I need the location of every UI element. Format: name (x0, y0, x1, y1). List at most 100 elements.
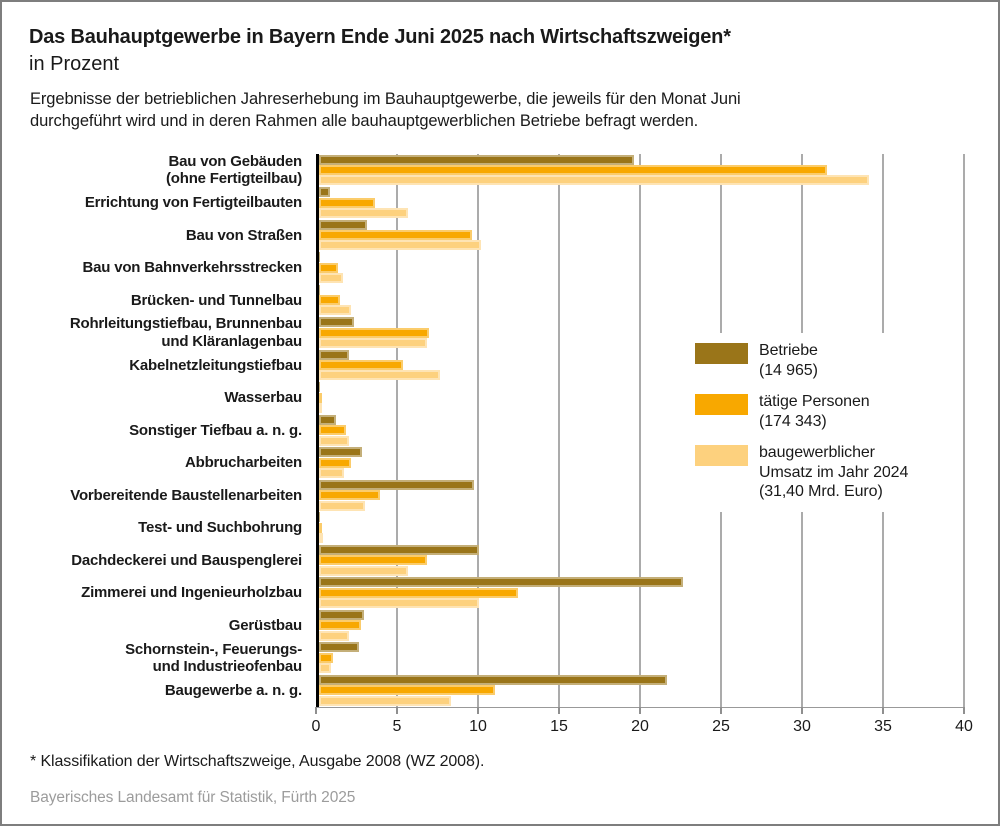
zero-axis-line (316, 154, 319, 707)
bar-betriebe (318, 609, 364, 620)
bar-t-tige-personen (318, 425, 347, 436)
bar-betriebe (318, 544, 479, 555)
bar-t-tige-personen (318, 490, 381, 501)
x-axis-tick-35 (882, 707, 884, 714)
bar-group (318, 187, 965, 220)
x-axis-label-5: 5 (392, 718, 402, 735)
x-axis-label-20: 20 (631, 718, 649, 735)
bar-baugewerblicher-umsatz-im-jahr-2024 (318, 663, 332, 674)
bar-group (318, 349, 965, 382)
x-axis-label-30: 30 (793, 718, 811, 735)
category-label: Schornstein-, Feuerungs- und Industrieof… (125, 640, 302, 676)
x-axis-label-25: 25 (712, 718, 730, 735)
x-axis-label-10: 10 (469, 718, 487, 735)
category-label: Test- und Suchbohrung (138, 519, 302, 537)
legend-entry: Betriebe (14 965) (695, 341, 939, 380)
x-axis-tick-20 (639, 707, 641, 714)
footnote: * Klassifikation der Wirtschaftszweige, … (30, 753, 485, 770)
legend-swatch (695, 394, 748, 415)
category-label: Brücken- und Tunnelbau (130, 291, 302, 309)
x-axis: 0 5 10 15 20 25 30 35 40 (2, 707, 998, 751)
bar-baugewerblicher-umsatz-im-jahr-2024 (318, 337, 428, 348)
category-label: Wasserbau (224, 389, 302, 407)
x-axis-tick-40 (963, 707, 965, 714)
x-axis-tick-25 (720, 707, 722, 714)
bar-group (318, 252, 965, 285)
page-subtitle: in Prozent (29, 53, 120, 75)
gridline-20 (639, 154, 641, 707)
x-axis-label-40: 40 (955, 718, 973, 735)
bar-group (318, 382, 965, 415)
bar-t-tige-personen (318, 620, 361, 631)
bar-betriebe (318, 642, 359, 653)
category-label: Kabelnetzleitungstiefbau (129, 356, 302, 374)
x-axis-tick-10 (477, 707, 479, 714)
bar-t-tige-personen (318, 197, 376, 208)
x-axis-label-0: 0 (311, 718, 321, 735)
bar-t-tige-personen (318, 685, 496, 696)
legend-label: Betriebe (14 965) (759, 342, 818, 379)
gridline-40 (963, 154, 965, 707)
bar-group (318, 642, 965, 675)
category-label: Bau von Bahnverkehrsstrecken (82, 259, 303, 277)
bar-t-tige-personen (318, 457, 351, 468)
bar-baugewerblicher-umsatz-im-jahr-2024 (318, 402, 322, 413)
bar-group (318, 219, 965, 252)
category-axis: Bau von Gebäuden (ohne Fertigteilbau) Err… (2, 152, 303, 707)
bar-t-tige-personen (318, 327, 429, 338)
bar-baugewerblicher-umsatz-im-jahr-2024 (318, 598, 479, 609)
legend-swatch (695, 445, 748, 466)
bar-group (318, 479, 965, 512)
bar-betriebe (318, 187, 330, 198)
x-axis-label-35: 35 (874, 718, 892, 735)
bar-group (318, 609, 965, 642)
bar-t-tige-personen (318, 587, 518, 598)
bar-betriebe (318, 219, 368, 230)
category-label: Errichtung von Fertigteilbauten (84, 194, 302, 212)
bar-group (318, 512, 965, 545)
legend-swatch (695, 343, 748, 364)
bar-betriebe (318, 382, 321, 393)
bar-t-tige-personen (318, 230, 473, 241)
bar-baugewerblicher-umsatz-im-jahr-2024 (318, 370, 440, 381)
bar-baugewerblicher-umsatz-im-jahr-2024 (318, 305, 351, 316)
category-label: Bau von Gebäuden (ohne Fertigteilbau) (166, 152, 302, 188)
category-label: Bau von Straßen (185, 226, 302, 244)
bar-betriebe (318, 252, 321, 263)
bar-baugewerblicher-umsatz-im-jahr-2024 (318, 468, 345, 479)
legend-entry: tätige Personen (174 343) (695, 392, 939, 431)
bar-baugewerblicher-umsatz-im-jahr-2024 (318, 630, 350, 641)
category-label: Zimmerei und Ingenieurholzbau (81, 584, 302, 602)
plot-area (316, 154, 965, 708)
x-axis-tick-0 (315, 707, 317, 714)
bar-betriebe (318, 284, 321, 295)
bar-betriebe (318, 414, 337, 425)
bar-baugewerblicher-umsatz-im-jahr-2024 (318, 272, 343, 283)
bar-t-tige-personen (318, 262, 338, 273)
bar-group (318, 154, 965, 187)
x-axis-tick-15 (558, 707, 560, 714)
gridline-5 (396, 154, 398, 707)
category-label: Baugewerbe a. n. g. (164, 681, 302, 699)
bar-group (318, 544, 965, 577)
legend-label: baugewerblicher Umsatz im Jahr 2024 (31,… (759, 444, 909, 500)
bar-group (318, 577, 965, 610)
category-label: Gerüstbau (228, 616, 302, 634)
bar-group (318, 414, 965, 447)
bar-t-tige-personen (318, 295, 340, 306)
x-axis-tick-5 (396, 707, 398, 714)
x-axis-tick-30 (801, 707, 803, 714)
bar-baugewerblicher-umsatz-im-jahr-2024 (318, 240, 481, 251)
x-axis-label-15: 15 (550, 718, 568, 735)
bar-group (318, 317, 965, 350)
page-title: Das Bauhauptgewerbe in Bayern Ende Juni … (29, 26, 731, 48)
bar-betriebe (318, 349, 350, 360)
bar-baugewerblicher-umsatz-im-jahr-2024 (318, 533, 324, 544)
bar-group (318, 447, 965, 480)
bar-betriebe (318, 447, 363, 458)
bar-t-tige-personen (318, 164, 828, 175)
bar-baugewerblicher-umsatz-im-jahr-2024 (318, 565, 408, 576)
legend-label: tätige Personen (174 343) (759, 393, 870, 430)
bar-baugewerblicher-umsatz-im-jahr-2024 (318, 207, 408, 218)
